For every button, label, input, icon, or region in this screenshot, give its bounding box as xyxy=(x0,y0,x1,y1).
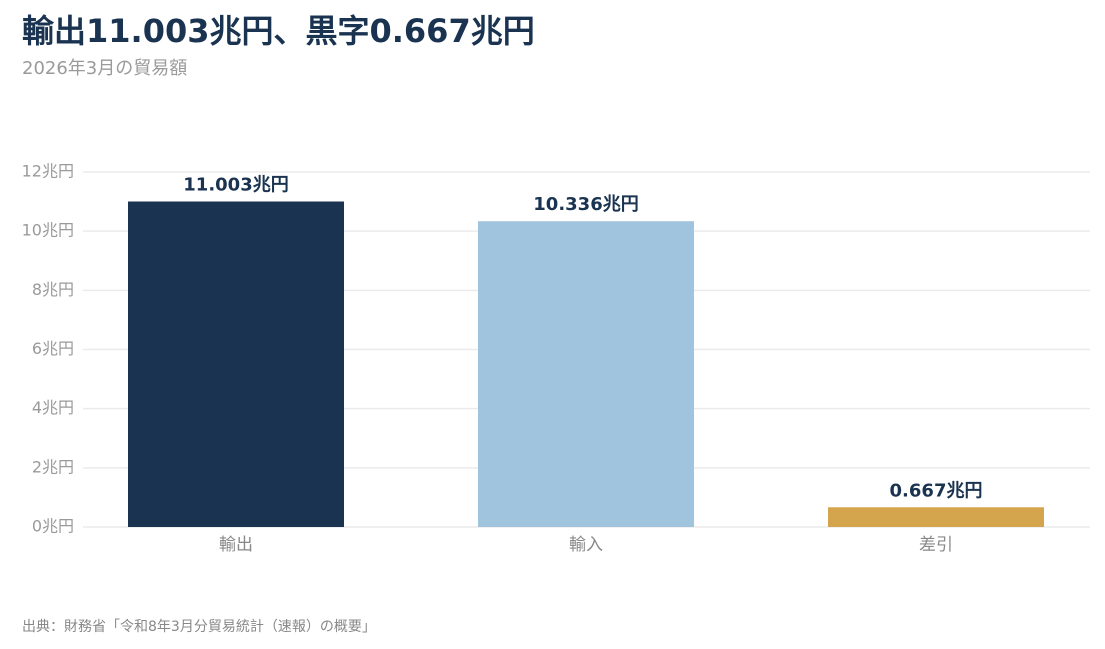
bar xyxy=(828,507,1044,527)
value-label: 10.336兆円 xyxy=(533,194,638,215)
chart-title: 輸出11.003兆円、黒字0.667兆円 xyxy=(22,12,535,50)
y-tick-label: 0兆円 xyxy=(32,517,74,536)
x-tick-label: 輸入 xyxy=(569,535,603,555)
bar xyxy=(478,221,694,527)
y-tick-label: 2兆円 xyxy=(32,457,74,476)
y-tick-label: 4兆円 xyxy=(32,398,74,417)
y-tick-label: 12兆円 xyxy=(22,162,74,181)
x-tick-label: 差引 xyxy=(919,535,953,555)
y-tick-label: 10兆円 xyxy=(22,221,74,240)
chart-subtitle: 2026年3月の貿易額 xyxy=(22,58,187,79)
y-tick-label: 8兆円 xyxy=(32,280,74,299)
y-tick-label: 6兆円 xyxy=(32,339,74,358)
value-label: 11.003兆円 xyxy=(183,174,288,195)
bar xyxy=(128,201,344,528)
x-tick-label: 輸出 xyxy=(219,535,253,555)
value-label: 0.667兆円 xyxy=(890,480,983,501)
source-note: 出典：財務省「令和8年3月分貿易統計（速報）の概要」 xyxy=(22,619,376,635)
